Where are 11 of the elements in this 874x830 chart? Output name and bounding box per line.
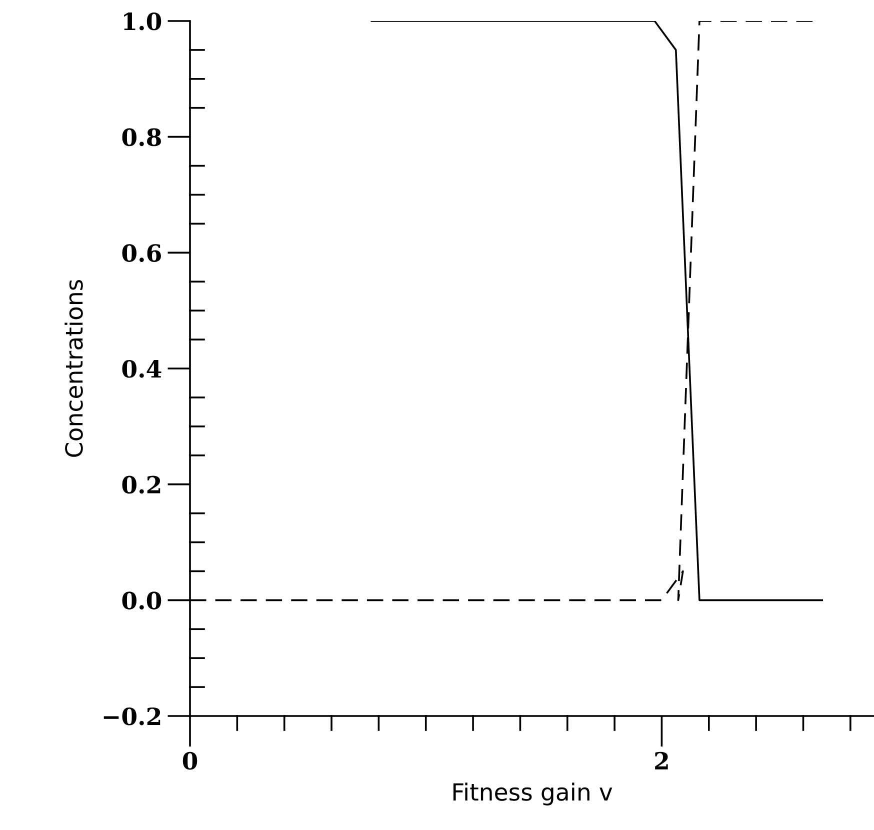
- x-tick-label: 2: [655, 752, 668, 770]
- x-axis-title: Fitness gain v: [453, 782, 612, 806]
- y-tick-label: 0.0: [122, 592, 162, 610]
- y-tick-label: 1.0: [124, 12, 162, 30]
- y-tick-label: 0.8: [122, 128, 161, 146]
- y-tick-label: 0.2: [122, 476, 160, 494]
- y-tick-label: −0.2: [104, 707, 160, 726]
- y-axis-title: Concentrations: [64, 280, 83, 457]
- x-tick-label: 0: [182, 752, 198, 770]
- y-tick-label: 0.4: [122, 360, 162, 378]
- y-tick-label: 0.6: [122, 244, 161, 262]
